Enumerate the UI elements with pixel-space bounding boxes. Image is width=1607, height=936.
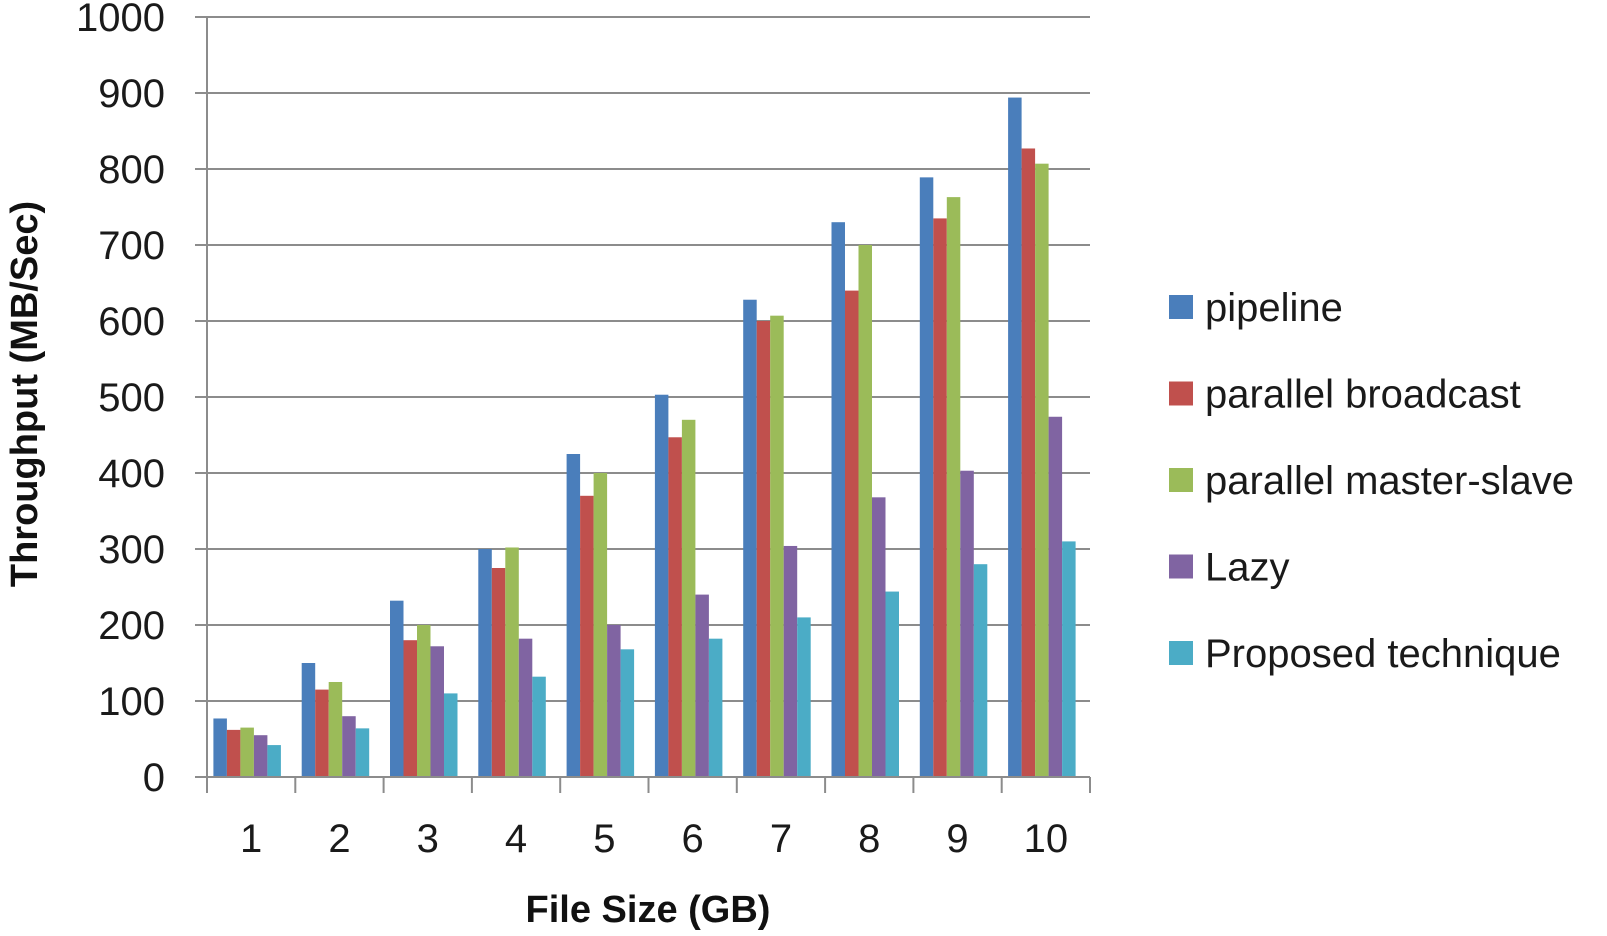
legend-label: pipeline <box>1205 286 1343 330</box>
y-tick-label: 600 <box>98 300 165 344</box>
bar-parallel-broadcast-3 <box>403 640 417 777</box>
bar-parallel-master-slave-6 <box>681 419 696 777</box>
bar-proposed-technique-10 <box>1062 541 1076 777</box>
y-tick-label: 700 <box>98 224 165 268</box>
bar-lazy-5 <box>607 625 621 777</box>
bar-parallel-broadcast-1 <box>226 729 241 777</box>
bar-parallel-broadcast-5 <box>580 495 594 777</box>
bar-pipeline-4 <box>478 549 492 777</box>
legend-swatch <box>1169 468 1193 492</box>
bar-parallel-master-slave-8 <box>858 245 872 777</box>
bar-pipeline-10 <box>1008 97 1022 777</box>
bar-parallel-master-slave-4 <box>505 547 519 777</box>
legend-swatch <box>1169 554 1193 579</box>
bar-pipeline-6 <box>654 394 669 777</box>
bar-lazy-2 <box>342 716 356 777</box>
bar-parallel-broadcast-2 <box>315 689 329 777</box>
legend-label: parallel broadcast <box>1205 373 1521 417</box>
bars <box>213 97 1076 778</box>
x-tick-label: 4 <box>505 817 527 861</box>
bar-proposed-technique-6 <box>708 638 723 777</box>
x-tick-label: 8 <box>858 817 880 861</box>
bar-parallel-master-slave-1 <box>240 727 254 777</box>
bar-parallel-broadcast-9 <box>933 218 947 777</box>
bar-pipeline-9 <box>919 177 934 778</box>
y-tick-label: 200 <box>98 604 165 648</box>
y-tick-labels: 0 100 200 300 400 500 600 700 800 900 1000 <box>76 0 165 800</box>
bar-pipeline-1 <box>213 718 227 777</box>
y-tick-label: 500 <box>98 376 165 420</box>
legend: pipeline parallel broadcast parallel maste… <box>1169 286 1574 676</box>
bar-parallel-master-slave-5 <box>593 473 608 777</box>
bar-pipeline-2 <box>301 663 316 777</box>
y-tick-label: 800 <box>98 148 165 192</box>
bar-parallel-master-slave-10 <box>1035 163 1049 777</box>
bar-lazy-3 <box>430 646 444 777</box>
x-tick-label: 1 <box>240 817 262 861</box>
bar-lazy-1 <box>253 735 268 777</box>
bar-pipeline-7 <box>743 299 757 777</box>
legend-swatch <box>1169 295 1193 319</box>
bar-proposed-technique-2 <box>355 728 370 777</box>
bar-proposed-technique-1 <box>267 745 281 777</box>
x-tick-label: 6 <box>682 817 704 861</box>
x-tick-label: 10 <box>1024 817 1069 861</box>
x-tick-label: 7 <box>770 817 792 861</box>
bar-lazy-10 <box>1048 416 1063 777</box>
bar-parallel-broadcast-6 <box>668 437 682 777</box>
bar-lazy-8 <box>872 497 886 777</box>
x-tick-labels: 1 2 3 4 5 6 7 8 9 10 <box>240 817 1068 861</box>
gridlines <box>207 16 1090 702</box>
y-tick-label: 100 <box>98 680 165 724</box>
legend-label: Proposed technique <box>1205 632 1561 676</box>
legend-label: Lazy <box>1205 546 1290 590</box>
bar-proposed-technique-8 <box>885 591 899 777</box>
x-tick-label: 9 <box>946 817 968 861</box>
bar-pipeline-3 <box>390 600 404 777</box>
legend-label: parallel master-slave <box>1205 459 1574 503</box>
legend-swatch <box>1169 381 1193 406</box>
bar-parallel-master-slave-3 <box>417 625 431 777</box>
bar-parallel-master-slave-7 <box>770 315 784 777</box>
bar-proposed-technique-3 <box>444 693 458 777</box>
x-tick-label: 3 <box>417 817 439 861</box>
bar-proposed-technique-5 <box>620 649 635 777</box>
bar-parallel-broadcast-4 <box>491 568 506 777</box>
bar-pipeline-5 <box>566 454 581 777</box>
bar-lazy-4 <box>518 638 533 777</box>
x-tick-label: 5 <box>593 817 615 861</box>
bar-lazy-7 <box>783 545 798 777</box>
bar-lazy-6 <box>695 594 709 777</box>
y-tick-label: 0 <box>143 756 165 800</box>
y-tick-label: 300 <box>98 528 165 572</box>
y-tick-label: 400 <box>98 452 165 496</box>
bar-parallel-broadcast-8 <box>845 290 859 777</box>
bar-proposed-technique-9 <box>973 564 988 777</box>
x-tick-label: 2 <box>328 817 350 861</box>
bar-parallel-master-slave-9 <box>946 197 961 777</box>
legend-swatch <box>1169 641 1193 665</box>
y-axis-title: Throughput (MB/Sec) <box>4 201 46 587</box>
axes <box>195 16 1091 793</box>
bar-parallel-broadcast-10 <box>1021 148 1036 778</box>
x-axis-title: File Size (GB) <box>526 889 771 931</box>
bar-proposed-technique-4 <box>532 676 546 777</box>
bar-parallel-master-slave-2 <box>328 682 343 777</box>
bar-pipeline-8 <box>831 222 845 777</box>
y-tick-label: 1000 <box>76 0 165 40</box>
bar-lazy-9 <box>960 470 974 777</box>
bar-parallel-broadcast-7 <box>756 321 771 777</box>
bar-proposed-technique-7 <box>797 617 811 777</box>
y-tick-label: 900 <box>98 72 165 116</box>
